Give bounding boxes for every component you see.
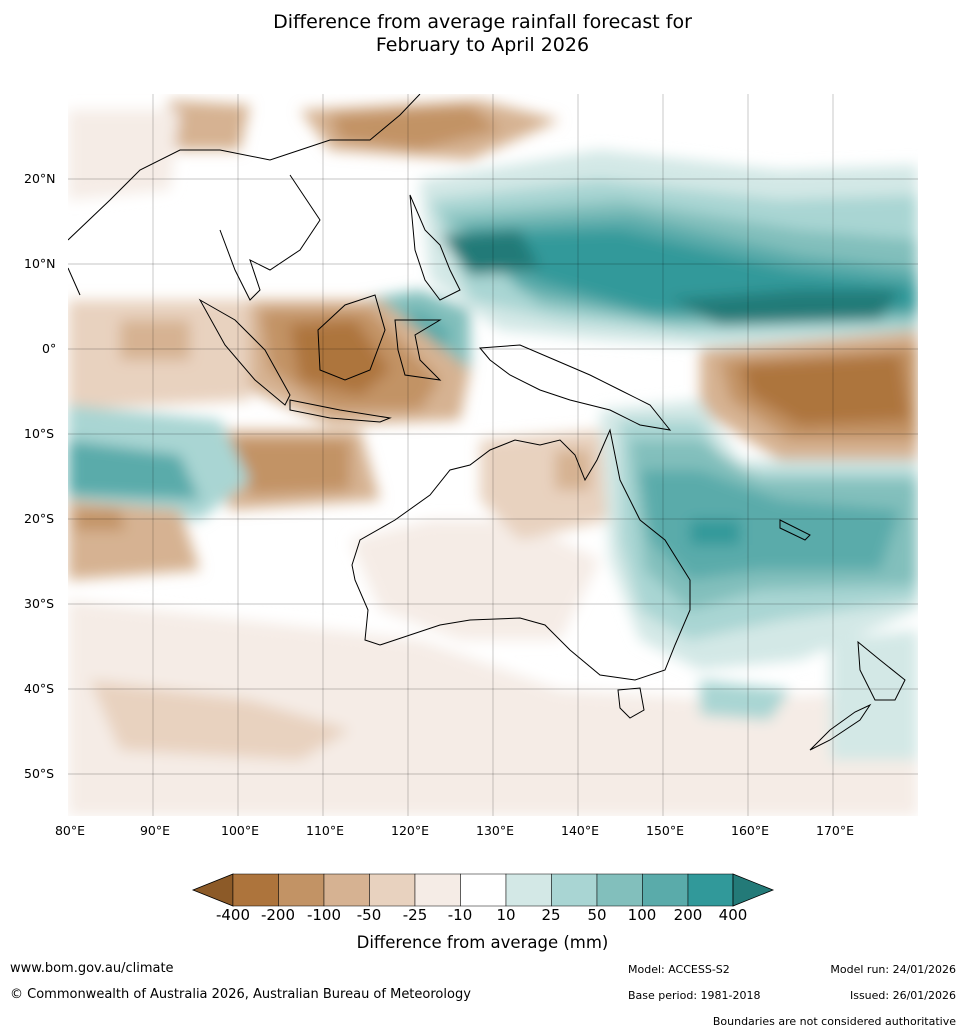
colorbar-bin-8 (551, 873, 598, 907)
title-line-1: Difference from average rainfall forecas… (273, 11, 692, 33)
colorbar-bin-2 (278, 873, 325, 907)
colorbar-bin-11 (687, 873, 734, 907)
colorbar-label-4: -50 (356, 906, 382, 924)
colorbar-label-9: 50 (587, 906, 607, 924)
lat-label-10s: 10°S (24, 426, 55, 441)
lat-label-50s: 50°S (24, 766, 55, 781)
gridlines (68, 94, 918, 816)
lon-label-140e: 140°E (560, 823, 600, 838)
colorbar-bin-7 (505, 873, 552, 907)
lat-label-0: 0° (42, 341, 57, 356)
copyright-text: © Commonwealth of Australia 2026, Austra… (10, 987, 471, 1002)
model-run-text: Model run: 24/01/2026 (830, 963, 956, 976)
lon-label-80e: 80°E (54, 823, 86, 838)
lat-label-20s: 20°S (24, 511, 55, 526)
model-text: Model: ACCESS-S2 (628, 963, 730, 976)
colorbar-label-10: 100 (627, 906, 657, 924)
issued-text: Issued: 26/01/2026 (849, 989, 956, 1002)
lon-label-150e: 150°E (645, 823, 685, 838)
colorbar-label-11: 200 (673, 906, 703, 924)
base-period-text: Base period: 1981-2018 (628, 989, 761, 1002)
coastlines (68, 94, 906, 751)
lon-label-160e: 160°E (730, 823, 770, 838)
colorbar-label-3: -100 (306, 906, 342, 924)
colorbar-bin-1 (232, 873, 279, 907)
title-line-2: February to April 2026 (375, 34, 590, 56)
colorbar-bin-5 (414, 873, 461, 907)
colorbar-arrow-high (732, 873, 775, 907)
colorbar-label-1: -400 (215, 906, 251, 924)
colorbar-arrow-low (191, 873, 234, 907)
colorbar-label-2: -200 (260, 906, 296, 924)
rainfall-anomaly-field (68, 100, 918, 816)
lat-label-10n: 10°N (24, 256, 56, 271)
colorbar-bin-4 (369, 873, 416, 907)
lon-label-110e: 110°E (305, 823, 345, 838)
colorbar-bin-9 (596, 873, 643, 907)
colorbar-label-12: 400 (718, 906, 748, 924)
website-link[interactable]: www.bom.gov.au/climate (10, 961, 174, 976)
lon-label-100e: 100°E (220, 823, 260, 838)
lon-label-120e: 120°E (390, 823, 430, 838)
rainfall-map (68, 94, 918, 816)
lon-label-90e: 90°E (139, 823, 171, 838)
lat-label-30s: 30°S (24, 596, 55, 611)
colorbar-bin-3 (323, 873, 370, 907)
colorbar-label-6: -10 (447, 906, 473, 924)
lon-label-130e: 130°E (475, 823, 515, 838)
lon-label-170e: 170°E (815, 823, 855, 838)
colorbar-label-5: -25 (402, 906, 428, 924)
colorbar-bin-6 (460, 873, 507, 907)
disclaimer-text: Boundaries are not considered authoritat… (712, 1015, 956, 1028)
lat-label-20n: 20°N (24, 171, 56, 186)
lat-label-40s: 40°S (24, 681, 55, 696)
colorbar-label-8: 25 (541, 906, 561, 924)
colorbar-title: Difference from average (mm) (356, 933, 609, 952)
colorbar-label-7: 10 (496, 906, 516, 924)
colorbar-bin-10 (642, 873, 689, 907)
